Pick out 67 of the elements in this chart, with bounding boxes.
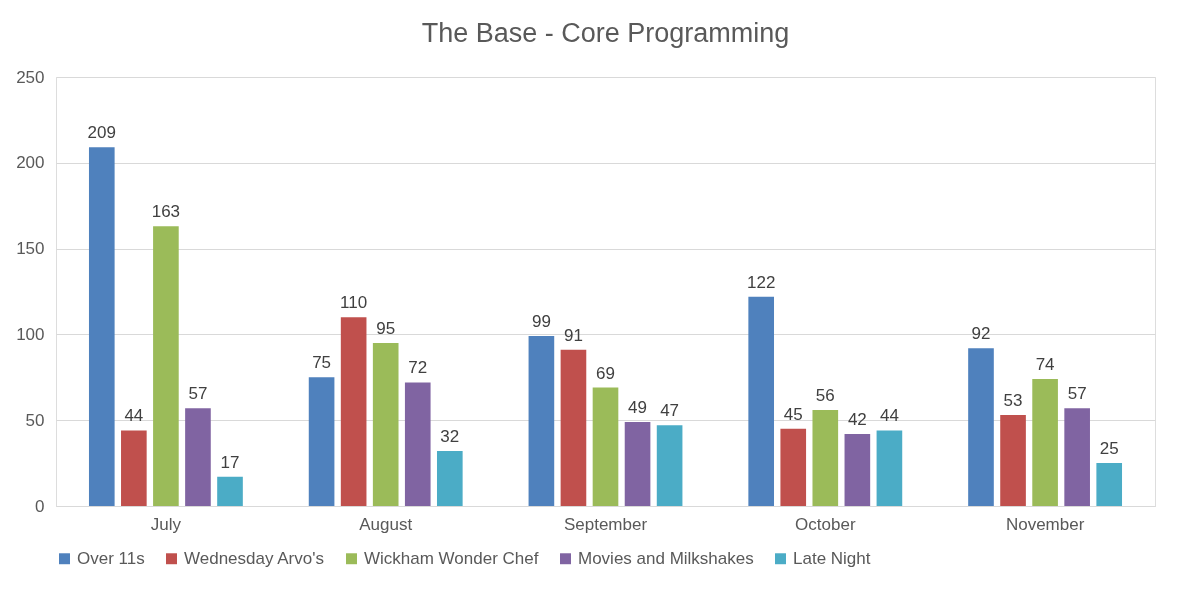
legend-label: Movies and Milkshakes	[578, 548, 754, 568]
data-label: 32	[440, 427, 460, 447]
bar	[1032, 379, 1058, 506]
bar	[372, 342, 399, 506]
bar	[968, 348, 994, 506]
data-label: 45	[783, 404, 803, 424]
data-label: 92	[971, 324, 991, 344]
data-label: 53	[1003, 391, 1023, 411]
data-label: 122	[747, 272, 776, 292]
bar	[528, 336, 555, 506]
data-label: 42	[847, 409, 867, 429]
bar	[656, 425, 683, 506]
legend-label: Late Night	[793, 548, 871, 568]
x-tick-label: November	[1005, 514, 1085, 534]
bar	[1064, 408, 1090, 506]
data-label: 49	[628, 397, 648, 417]
bar	[153, 226, 179, 506]
y-tick-label: 0	[35, 496, 45, 516]
data-label: 56	[815, 385, 835, 405]
y-tick-label: 150	[16, 239, 45, 259]
bar	[404, 382, 431, 506]
bar	[592, 387, 619, 506]
data-label: 163	[151, 202, 181, 222]
legend-label: Wednesday Arvo's	[184, 548, 324, 568]
bar	[560, 349, 587, 506]
bar	[624, 421, 651, 506]
bar	[340, 317, 367, 506]
data-label: 47	[660, 401, 680, 421]
bar	[308, 377, 335, 506]
bar	[88, 147, 115, 506]
chart-title: The Base - Core Programming	[421, 18, 790, 48]
x-tick-label: October	[795, 514, 856, 534]
legend-label: Wickham Wonder Chef	[364, 548, 539, 568]
data-label: 44	[124, 406, 144, 426]
bar	[185, 408, 211, 506]
data-label: 17	[220, 452, 240, 472]
data-label: 57	[188, 384, 208, 404]
bar	[1000, 415, 1026, 506]
y-tick-label: 250	[16, 67, 45, 87]
data-label: 57	[1067, 384, 1087, 404]
x-tick-label: July	[150, 514, 182, 534]
data-label: 75	[312, 353, 332, 373]
bar	[876, 430, 903, 506]
data-label: 209	[87, 123, 116, 143]
bar	[748, 296, 775, 506]
data-label: 25	[1099, 439, 1119, 459]
x-tick-label: August	[359, 514, 413, 534]
x-tick-label: September	[563, 514, 648, 534]
bar	[780, 428, 807, 506]
bar	[812, 409, 839, 506]
bar	[217, 476, 243, 506]
data-label: 110	[340, 293, 368, 313]
data-label: 72	[408, 358, 428, 378]
bar	[844, 433, 871, 506]
data-label: 69	[596, 363, 615, 383]
bar	[1096, 463, 1123, 506]
legend-label: Over 11s	[77, 548, 145, 568]
data-label: 91	[563, 325, 583, 345]
bar	[436, 451, 463, 506]
y-tick-label: 200	[16, 153, 45, 173]
data-label: 95	[376, 318, 396, 338]
data-label: 74	[1035, 355, 1055, 375]
data-label: 44	[879, 406, 899, 426]
y-tick-label: 50	[25, 410, 45, 430]
bar	[121, 430, 147, 506]
data-label: 99	[531, 312, 551, 332]
y-tick-label: 100	[16, 324, 45, 344]
